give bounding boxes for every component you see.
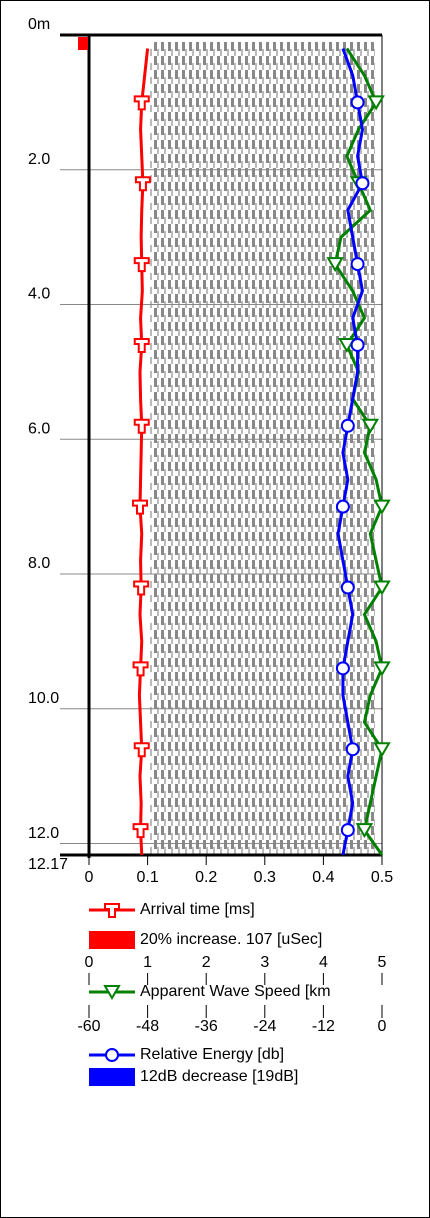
x-tick-label: 0.5 <box>371 869 393 886</box>
y-tick-label: 8.0 <box>28 555 50 572</box>
waveform-background <box>150 42 375 854</box>
x-tick-label: -36 <box>195 1018 218 1035</box>
marker <box>352 96 364 108</box>
legend-label: 12dB decrease [19dB] <box>140 1068 298 1085</box>
y-tick-label: 6.0 <box>28 420 50 437</box>
marker <box>342 582 354 594</box>
marker <box>347 743 359 755</box>
x-tick-label: 0.3 <box>254 869 276 886</box>
marker <box>356 177 368 189</box>
y-tick-label: 12.0 <box>28 825 59 842</box>
x-tick-label: 0.2 <box>195 869 217 886</box>
y-tick-label: 12.17 <box>28 856 68 873</box>
x-tick-label: -24 <box>253 1018 276 1035</box>
legend-label: Arrival time [ms] <box>140 901 255 918</box>
x-tick-label: 2 <box>202 954 211 971</box>
legend-label: 20% increase. 107 [uSec] <box>140 931 322 948</box>
x-tick-label: 4 <box>319 954 328 971</box>
x-tick-label: 0.4 <box>312 869 334 886</box>
legend-label: Apparent Wave Speed [km <box>140 983 331 1000</box>
band-indicator <box>78 37 88 50</box>
x-tick-label: 0 <box>378 1018 387 1035</box>
x-tick-label: 0 <box>85 954 94 971</box>
y-tick-label: 0m <box>28 16 50 33</box>
legend-label: Relative Energy [db] <box>140 1046 284 1063</box>
y-tick-label: 4.0 <box>28 286 50 303</box>
marker <box>337 501 349 513</box>
x-tick-label: 1 <box>143 954 152 971</box>
marker <box>352 258 364 270</box>
x-tick-label: 0.1 <box>136 869 158 886</box>
marker <box>337 662 349 674</box>
marker <box>106 1049 118 1061</box>
y-tick-label: 2.0 <box>28 151 50 168</box>
marker <box>342 420 354 432</box>
x-tick-label: -12 <box>312 1018 335 1035</box>
x-tick-label: 0 <box>85 869 94 886</box>
legend-band <box>89 931 135 949</box>
y-tick-label: 10.0 <box>28 690 59 707</box>
x-tick-label: 5 <box>378 954 387 971</box>
marker <box>352 339 364 351</box>
chart: 0m 2.0 4.0 6.0 8.0 10.0 12.0 12.17 0 0.1 0.2 0.3 0.4… <box>0 0 430 1218</box>
legend-band <box>89 1068 135 1086</box>
x-tick-label: -48 <box>136 1018 159 1035</box>
marker <box>342 824 354 836</box>
x-tick-label: 3 <box>260 954 269 971</box>
x-tick-label: -60 <box>77 1018 100 1035</box>
